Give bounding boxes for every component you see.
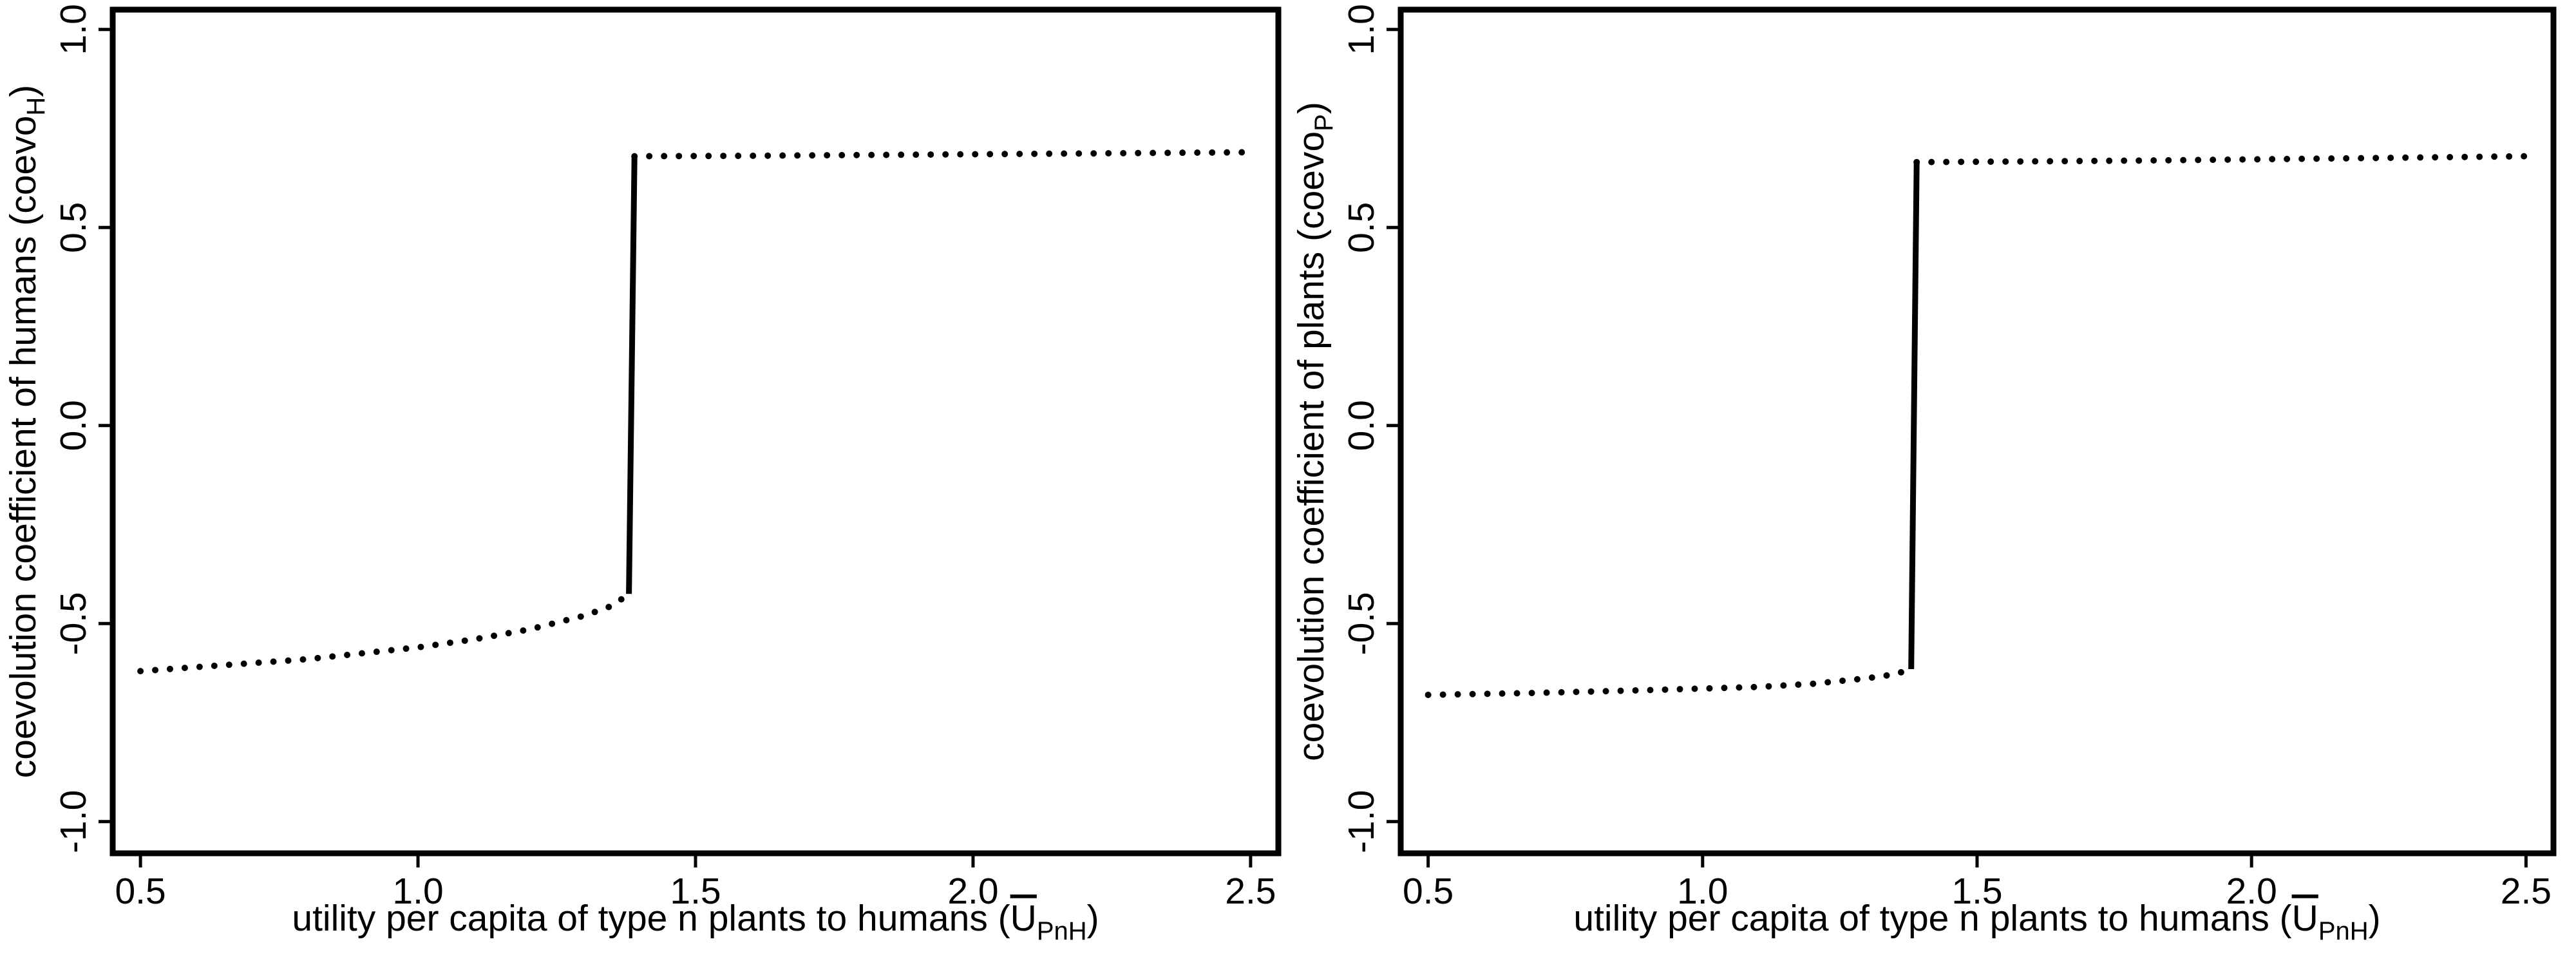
x-tick-label: 2.0 [947,871,998,912]
y-axis-title: coevolution coefficient of humans (coevo… [3,85,50,779]
series-solid-1 [1908,162,1920,670]
x-axis-symbol: U [2292,898,2318,939]
y-tick-label: 0.5 [1341,202,1382,253]
x-axis-symbol: U [1010,898,1037,939]
x-tick-label: 0.5 [115,871,166,912]
y-tick-label: 0.0 [1341,400,1382,451]
y-axis-subscript: P [1310,114,1338,131]
series-dotted-0 [1425,666,1915,698]
y-tick-label: -0.5 [53,592,94,655]
x-axis-close: ) [1087,898,1099,939]
y-axis-close: ) [3,85,44,97]
x-axis-title: utility per capita of type n plants to h… [1573,898,2380,945]
x-axis-title-text: utility per capita of type n plants to h… [1573,898,2291,939]
x-tick-label: 2.5 [1225,871,1276,912]
series-solid-1 [626,156,638,594]
x-axis-subscript: PnH [2318,917,2369,945]
x-axis-close: ) [2369,898,2381,939]
series-dotted-2 [1913,153,2530,166]
y-tick-label: 0.0 [53,400,94,451]
y-axis-subscript: H [22,97,50,116]
x-tick-label: 1.0 [1677,871,1728,912]
x-axis-subscript: PnH [1037,917,1087,945]
y-tick-label: 0.5 [53,202,94,253]
x-tick-label: 2.5 [2501,871,2552,912]
y-axis-title: coevolution coefficient of plants (coevo… [1291,102,1338,761]
y-axis-title-text: coevolution coefficient of humans (coevo [3,116,44,779]
y-axis-title-text: coevolution coefficient of plants (coevo [1291,131,1332,761]
y-tick-label: -0.5 [1341,592,1382,655]
y-tick-label: -1.0 [53,790,94,853]
x-tick-label: 1.5 [670,871,721,912]
x-tick-label: 2.0 [2226,871,2277,912]
panel-right: 0.5 1.0 1.5 2.0 2.5-1.0-0.50.00.51.0utility … [1291,4,2557,945]
series-dotted-0 [137,591,632,675]
y-tick-label: 1.0 [53,4,94,55]
series-dotted-2 [631,149,1254,160]
x-axis-title-text: utility per capita of type n plants to h… [292,898,1010,939]
x-tick-label: 1.5 [1951,871,2002,912]
y-axis-close: ) [1291,102,1332,114]
y-tick-label: 1.0 [1341,4,1382,55]
x-tick-label: 1.0 [392,871,443,912]
x-tick-label: 0.5 [1403,871,1454,912]
panel-left: 0.5 1.0 1.5 2.0 2.5-1.0-0.50.00.51.0utility … [3,4,1282,945]
y-tick-label: -1.0 [1341,790,1382,853]
x-axis-title: utility per capita of type n plants to h… [292,898,1099,945]
